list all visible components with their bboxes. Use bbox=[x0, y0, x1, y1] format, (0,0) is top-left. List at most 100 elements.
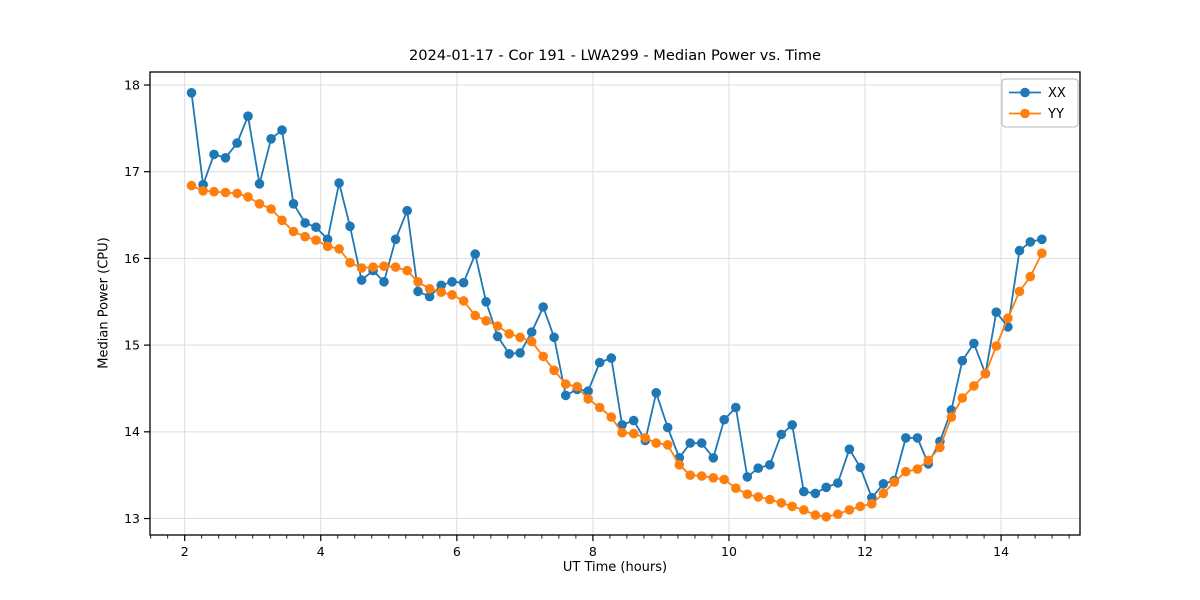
series-YY-point bbox=[186, 180, 197, 191]
legend-marker bbox=[1020, 108, 1030, 119]
series-XX-point bbox=[549, 332, 559, 343]
series-XX-point bbox=[742, 472, 753, 482]
x-axis-label: UT Time (hours) bbox=[562, 560, 668, 575]
series-XX-point bbox=[322, 234, 333, 245]
series-XX-point bbox=[765, 460, 775, 470]
series-YY-point bbox=[799, 505, 809, 515]
series-YY-point bbox=[685, 470, 695, 481]
y-tick-label: 16 bbox=[124, 251, 140, 266]
x-tick-label: 10 bbox=[721, 544, 737, 559]
series-XX-point bbox=[413, 286, 423, 297]
series-XX-point bbox=[617, 420, 627, 430]
series-YY-point bbox=[526, 336, 537, 347]
series-XX-point bbox=[515, 348, 525, 358]
series-XX-point bbox=[492, 331, 503, 342]
series-YY-point bbox=[617, 427, 627, 438]
series-XX-point bbox=[481, 297, 491, 307]
series-YY-point bbox=[390, 262, 401, 272]
series-YY-point bbox=[288, 226, 299, 237]
series-YY-point bbox=[436, 287, 447, 298]
series-YY-point bbox=[243, 192, 253, 202]
series-YY-point bbox=[957, 393, 968, 403]
series-YY-point bbox=[458, 296, 469, 306]
series-YY-point bbox=[1014, 286, 1025, 297]
series-YY-point bbox=[413, 277, 423, 287]
series-YY-point bbox=[662, 440, 673, 450]
series-YY-point bbox=[402, 265, 413, 276]
series-YY-point bbox=[334, 244, 344, 254]
series-XX-point bbox=[436, 280, 447, 291]
series-XX-point bbox=[912, 433, 923, 443]
series-YY-point bbox=[833, 509, 843, 519]
series-XX-point bbox=[560, 390, 571, 401]
series-YY-point bbox=[266, 204, 276, 214]
series-XX-point bbox=[311, 222, 321, 232]
series-XX-point bbox=[878, 479, 889, 489]
series-YY-point bbox=[696, 471, 707, 481]
series-XX-point bbox=[776, 429, 787, 440]
series-YY-point bbox=[1037, 248, 1047, 258]
series-YY-point bbox=[765, 494, 775, 505]
series-YY-point bbox=[991, 341, 1002, 351]
series-XX-point bbox=[277, 125, 287, 135]
legend-marker bbox=[1020, 87, 1030, 98]
series-YY-point bbox=[606, 412, 617, 422]
series-XX-line bbox=[190, 92, 1043, 499]
chart-title: 2024-01-17 - Cor 191 - LWA299 - Median P… bbox=[408, 47, 822, 64]
x-tick-label: 4 bbox=[317, 544, 325, 559]
legend-label: YY bbox=[1047, 107, 1064, 122]
series-YY-point bbox=[300, 231, 310, 242]
series-XX-point bbox=[209, 149, 219, 160]
series-YY-point bbox=[254, 199, 265, 209]
series-XX-point bbox=[334, 178, 344, 188]
series-YY-point bbox=[855, 501, 866, 512]
series-YY-point bbox=[583, 394, 593, 404]
series-XX-point bbox=[719, 414, 729, 425]
series-XX-point bbox=[186, 88, 197, 98]
series-XX-point bbox=[957, 355, 968, 366]
series-XX-point bbox=[696, 438, 707, 448]
series-YY-point bbox=[946, 412, 957, 422]
series-YY-point bbox=[504, 329, 514, 339]
series-YY-point bbox=[549, 365, 559, 376]
series-YY-point bbox=[742, 489, 753, 500]
series-XX-point bbox=[753, 463, 763, 474]
series-XX-point bbox=[402, 205, 413, 216]
series-XX-point bbox=[356, 275, 367, 285]
series-XX-point bbox=[390, 234, 401, 245]
series-YY-point bbox=[674, 460, 685, 470]
series-XX-point bbox=[1037, 234, 1047, 245]
series-XX-point bbox=[606, 353, 617, 363]
series-XX-point bbox=[424, 291, 435, 302]
x-tick-label: 2 bbox=[181, 544, 189, 559]
series-XX-point bbox=[821, 482, 831, 493]
series-XX-point bbox=[345, 221, 355, 232]
series-YY-point bbox=[515, 332, 525, 343]
series-YY-point bbox=[424, 284, 435, 294]
series-YY-point bbox=[538, 351, 548, 362]
series-YY-point bbox=[345, 257, 355, 268]
series-YY-point bbox=[776, 498, 787, 508]
series-XX-point bbox=[243, 111, 253, 121]
series-YY-point bbox=[628, 428, 639, 439]
series-XX-point bbox=[844, 444, 855, 455]
x-tick-label: 6 bbox=[453, 544, 461, 559]
series-YY-point bbox=[560, 379, 571, 389]
series-YY-point bbox=[572, 381, 582, 392]
series-XX-point bbox=[300, 218, 310, 228]
series-YY-point bbox=[867, 499, 877, 509]
series-XX-point bbox=[787, 420, 797, 430]
series-YY-point bbox=[368, 262, 378, 272]
series-YY-point bbox=[311, 235, 321, 245]
series-YY-point bbox=[935, 442, 945, 453]
series-XX-point bbox=[799, 486, 809, 497]
plot-border bbox=[149, 71, 1081, 536]
series-XX-point bbox=[504, 349, 514, 359]
series-XX-point bbox=[991, 307, 1002, 318]
series-YY-point bbox=[810, 510, 821, 520]
y-axis-label: Median Power (CPU) bbox=[96, 237, 112, 369]
series-YY-point bbox=[481, 316, 491, 326]
series-XX-point bbox=[594, 357, 605, 368]
series-YY-point bbox=[470, 310, 481, 321]
series-XX-point bbox=[266, 134, 276, 144]
